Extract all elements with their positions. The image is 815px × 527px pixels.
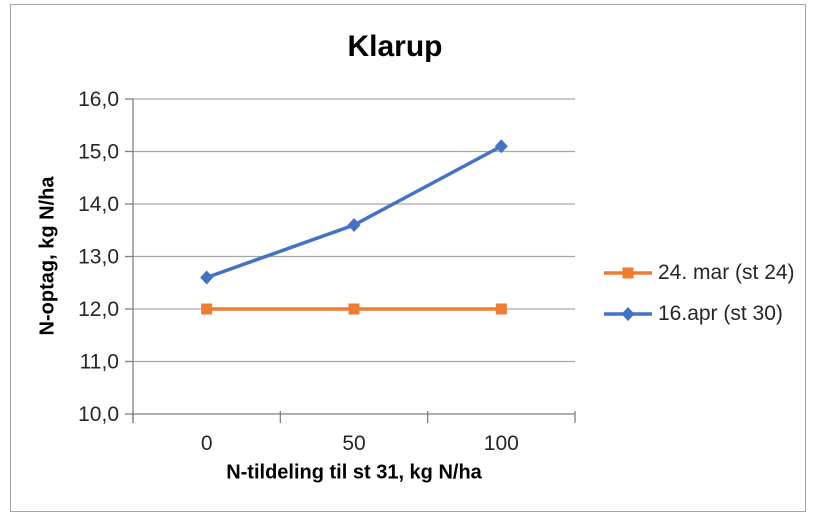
y-tick-label: 14,0 bbox=[78, 193, 119, 216]
y-tick-label: 15,0 bbox=[78, 141, 119, 164]
y-tick-label: 13,0 bbox=[78, 246, 119, 269]
y-axis-title: N-optag, kg N/ha bbox=[36, 176, 59, 336]
chart-title: Klarup bbox=[347, 30, 443, 63]
legend-marker bbox=[621, 307, 635, 321]
legend-label: 16.apr (st 30) bbox=[658, 302, 783, 325]
data-point bbox=[495, 303, 507, 315]
data-point bbox=[348, 303, 360, 315]
y-tick-label: 11,0 bbox=[80, 351, 119, 374]
y-tick-label: 12,0 bbox=[78, 298, 119, 321]
data-point bbox=[347, 218, 361, 232]
y-tick-label: 10,0 bbox=[78, 403, 119, 426]
legend-line-diamond-icon bbox=[604, 307, 652, 321]
x-tick-label: 0 bbox=[201, 432, 213, 455]
x-tick-label: 50 bbox=[342, 432, 365, 455]
chart-border bbox=[10, 4, 806, 512]
x-axis-title: N-tildeling til st 31, kg N/ha bbox=[226, 461, 482, 484]
legend-marker bbox=[622, 267, 634, 279]
legend-item-16-apr: 16.apr (st 30) bbox=[604, 301, 795, 327]
data-point bbox=[200, 270, 214, 285]
data-point bbox=[201, 303, 213, 315]
data-point bbox=[494, 139, 508, 154]
series-line-1 bbox=[204, 144, 504, 280]
y-tick-label: 16,0 bbox=[78, 88, 119, 111]
legend-label: 24. mar (st 24) bbox=[658, 261, 795, 284]
legend: 24. mar (st 24) 16.apr (st 30) bbox=[604, 260, 795, 327]
legend-item-24-mar: 24. mar (st 24) bbox=[604, 260, 795, 286]
x-tick-label: 100 bbox=[484, 432, 519, 455]
legend-line-square-icon bbox=[604, 267, 652, 279]
